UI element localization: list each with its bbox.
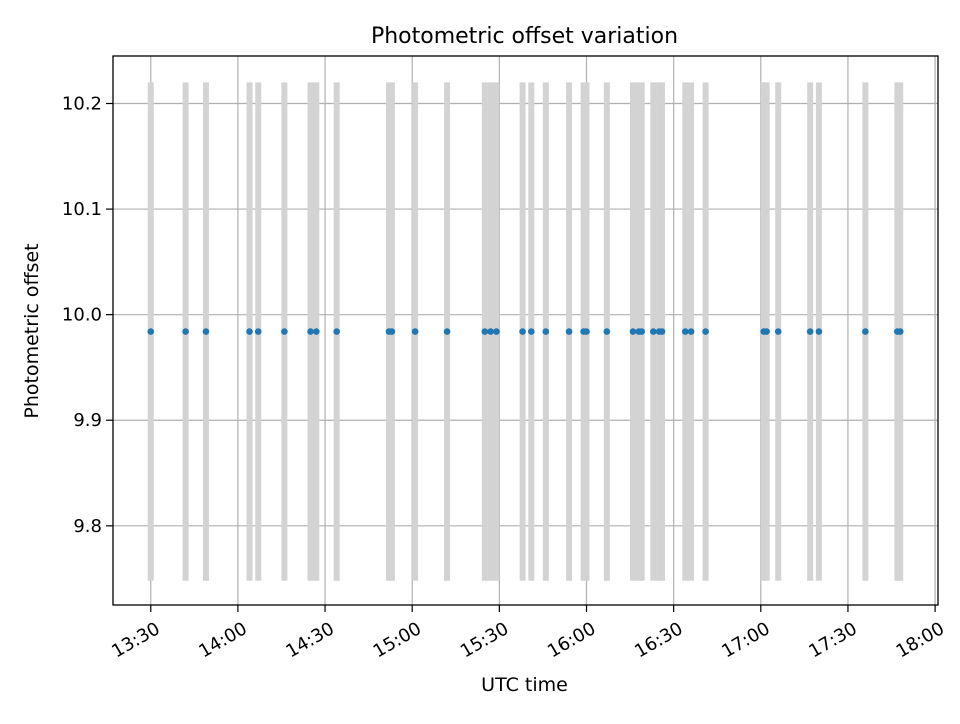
- data-point: [629, 328, 637, 335]
- y-tick-label: 10.1: [62, 199, 102, 220]
- data-point: [519, 328, 526, 335]
- x-axis-ticks: 13:30 14:00 14:30 15:00 15:30 16:00 16:30 17:00…: [108, 605, 948, 662]
- data-point: [313, 328, 320, 335]
- data-point: [650, 328, 657, 335]
- data-point: [774, 328, 782, 335]
- data-point: [202, 328, 210, 335]
- x-tick-label: 16:00: [544, 618, 599, 662]
- y-tick-label: 9.8: [73, 516, 102, 537]
- x-tick-label: 14:30: [283, 618, 338, 662]
- data-point: [254, 328, 262, 335]
- x-tick-label: 17:30: [805, 618, 860, 662]
- x-tick-label: 15:30: [457, 618, 512, 662]
- data-point: [603, 328, 611, 335]
- plot-area-frame: [112, 55, 939, 606]
- data-point: [182, 328, 189, 335]
- y-tick-label: 10.0: [62, 305, 102, 326]
- data-point: [388, 328, 396, 335]
- x-tick-label: 18:00: [893, 618, 948, 662]
- data-point: [307, 328, 314, 335]
- x-tick-label: 13:30: [108, 618, 163, 662]
- y-axis-ticks: 9.8 9.9 10.0 10.1 10.2: [62, 94, 113, 537]
- data-point: [763, 328, 770, 335]
- data-point: [565, 328, 573, 335]
- data-point: [542, 328, 550, 335]
- data-point: [246, 328, 253, 335]
- data-point: [687, 328, 695, 335]
- data-point: [638, 328, 645, 335]
- chart-title: Photometric offset variation: [371, 24, 678, 49]
- y-axis-label: Photometric offset: [21, 243, 43, 418]
- data-point: [815, 328, 823, 335]
- data-point: [681, 328, 689, 335]
- data-point: [481, 328, 489, 335]
- data-point: [583, 328, 590, 335]
- data-point: [528, 328, 535, 335]
- data-point: [862, 328, 869, 335]
- data-point: [493, 328, 500, 335]
- y-tick-label: 10.2: [62, 94, 102, 115]
- data-point: [487, 328, 494, 335]
- x-axis-label: UTC time: [481, 674, 568, 696]
- data-point: [702, 328, 709, 335]
- data-points: [147, 328, 904, 335]
- x-tick-label: 17:00: [718, 618, 773, 662]
- x-tick-label: 14:00: [195, 618, 250, 662]
- y-tick-label: 9.9: [73, 410, 102, 431]
- data-point: [806, 328, 814, 335]
- data-point: [411, 328, 419, 335]
- data-point: [896, 328, 904, 335]
- data-point: [443, 328, 451, 335]
- x-tick-label: 16:30: [631, 618, 686, 662]
- data-point: [333, 328, 340, 335]
- data-point: [147, 328, 155, 335]
- data-point: [281, 328, 288, 335]
- x-tick-label: 15:00: [370, 618, 425, 662]
- data-point: [658, 328, 666, 335]
